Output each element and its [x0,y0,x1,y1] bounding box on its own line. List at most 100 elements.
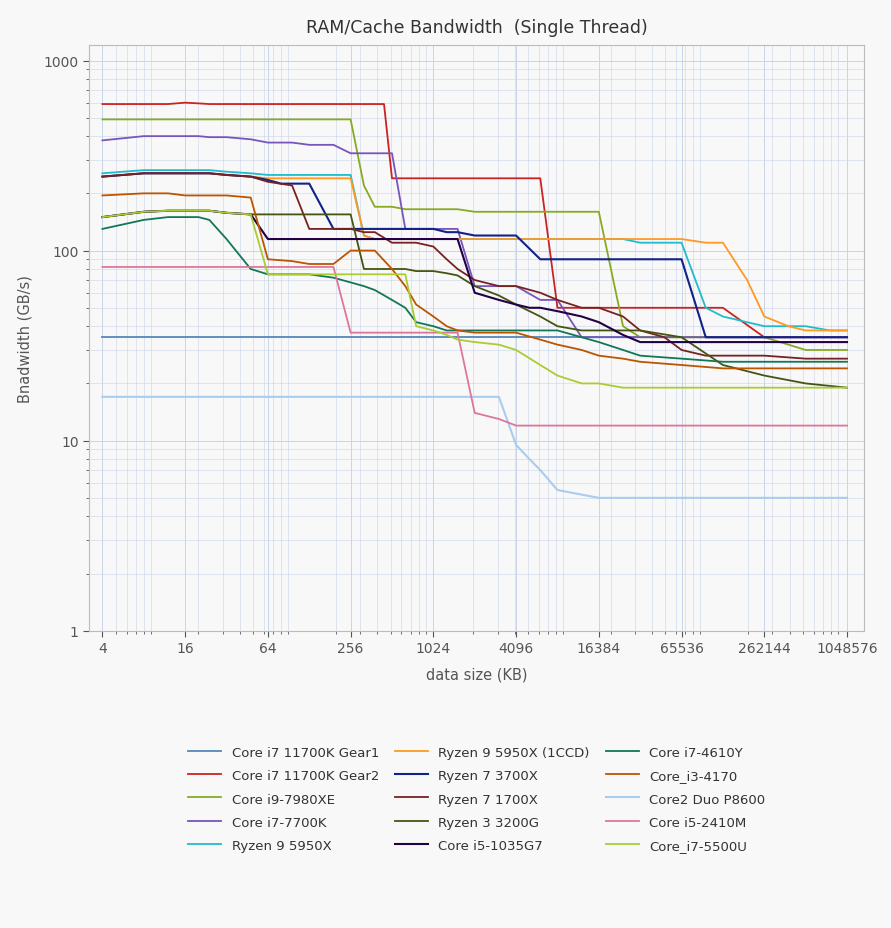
Core i7-7700K [263,138,274,149]
Ryzen 3 3200G [245,210,256,221]
Core_i7-5500U [800,382,811,393]
Core i7-7700K [163,132,174,143]
Core2 Duo P8600 [304,392,315,403]
Core i7-7700K [379,148,389,160]
Core i7-4610Y [552,326,563,337]
Ryzen 7 3700X [411,224,421,235]
Core_i3-4170 [676,360,687,371]
Core i5-1035G7 [576,312,587,323]
Core i9-7980XE [204,115,215,126]
Ryzen 7 1700X [193,169,204,180]
Core i7 11700K Gear1 [535,332,545,343]
Core i5-1035G7 [400,234,411,245]
Core i7-7700K [400,224,411,235]
Core_i3-4170 [593,351,604,362]
Core i9-7980XE [387,202,397,213]
Ryzen 9 5950X [494,234,504,245]
Core i9-7980XE [842,345,853,356]
Ryzen 7 1700X [676,345,687,356]
Core_i7-5500U [287,269,298,280]
Core i7 11700K Gear2 [535,174,545,185]
Core_i7-5500U [204,206,215,217]
Core i5-2410M [535,420,545,432]
Core i5-2410M [453,328,463,339]
Core i7 11700K Gear1 [453,332,463,343]
Ryzen 9 5950X [659,238,670,249]
Core i5-1035G7 [800,337,811,348]
Core2 Duo P8600 [180,392,191,403]
Ryzen 7 3700X [453,227,463,238]
Core i9-7980XE [400,204,411,215]
Core i7 11700K Gear2 [193,98,204,110]
Core i5-1035G7 [535,303,545,314]
Ryzen 9 5950X (1CCD) [742,275,753,286]
Core_i7-5500U [411,321,421,332]
Core i7 11700K Gear1 [842,332,853,343]
Ryzen 7 3700X [245,172,256,183]
Ryzen 9 5950X [800,321,811,332]
Core_i7-5500U [370,269,380,280]
Core i7 11700K Gear2 [328,99,339,110]
Core2 Duo P8600 [97,392,108,403]
Ryzen 9 5950X (1CCD) [470,234,480,245]
Core i7 11700K Gear2 [676,303,687,314]
Ryzen 3 3200G [180,206,191,217]
Core2 Duo P8600 [204,392,215,403]
Core_i3-4170 [204,190,215,201]
Ryzen 3 3200G [511,300,521,311]
Core2 Duo P8600 [593,493,604,504]
Core i7 11700K Gear1 [180,332,191,343]
Core i7 11700K Gear1 [304,332,315,343]
Core i7-4610Y [676,354,687,365]
Ryzen 9 5950X (1CCD) [800,326,811,337]
Core i5-2410M [358,328,369,339]
Ryzen 7 3700X [470,231,480,242]
Ryzen 7 1700X [328,224,339,235]
Core_i7-5500U [511,345,521,356]
Core_i3-4170 [635,356,646,367]
Core_i7-5500U [717,382,728,393]
Core i7 11700K Gear1 [287,332,298,343]
Core i7 11700K Gear2 [576,303,587,314]
Ryzen 7 1700X [535,288,545,299]
Core i5-1035G7 [593,317,604,329]
Ryzen 3 3200G [441,268,452,279]
Ryzen 9 5950X (1CCD) [245,172,256,183]
Ryzen 9 5950X (1CCD) [494,234,504,245]
Core i5-1035G7 [635,337,646,348]
Core_i3-4170 [163,188,174,200]
Core i7 11700K Gear2 [441,174,452,185]
Ryzen 7 1700X [411,238,421,249]
Core_i3-4170 [411,300,421,311]
Ryzen 7 3700X [842,332,853,343]
Line: Core i5-2410M: Core i5-2410M [102,267,847,426]
Core i7-7700K [617,332,628,343]
Core_i7-5500U [245,210,256,221]
Ryzen 7 1700X [842,354,853,365]
Core i5-1035G7 [304,234,315,245]
Core i7 11700K Gear1 [676,332,687,343]
Ryzen 7 3700X [659,254,670,265]
Core_i3-4170 [400,281,411,292]
Core i7 11700K Gear1 [221,332,232,343]
Core i5-2410M [552,420,563,432]
Ryzen 9 5950X (1CCD) [717,238,728,249]
Ryzen 9 5950X (1CCD) [287,174,298,185]
Line: Ryzen 3 3200G: Ryzen 3 3200G [102,212,847,388]
Core i7 11700K Gear1 [328,332,339,343]
Ryzen 7 1700X [470,275,480,286]
Core i7 11700K Gear1 [428,332,438,343]
Core_i3-4170 [221,190,232,201]
Ryzen 9 5950X [287,170,298,181]
Ryzen 9 5950X (1CCD) [387,234,397,245]
Ryzen 7 3700X [97,172,108,183]
Ryzen 7 1700X [428,241,438,252]
Ryzen 9 5950X [163,165,174,176]
Core i5-2410M [387,328,397,339]
Core i7-4610Y [387,295,397,306]
Core i5-2410M [494,414,504,425]
Ryzen 7 3700X [593,254,604,265]
Ryzen 3 3200G [411,266,421,277]
Ryzen 9 5950X [400,234,411,245]
Ryzen 7 3700X [163,169,174,180]
